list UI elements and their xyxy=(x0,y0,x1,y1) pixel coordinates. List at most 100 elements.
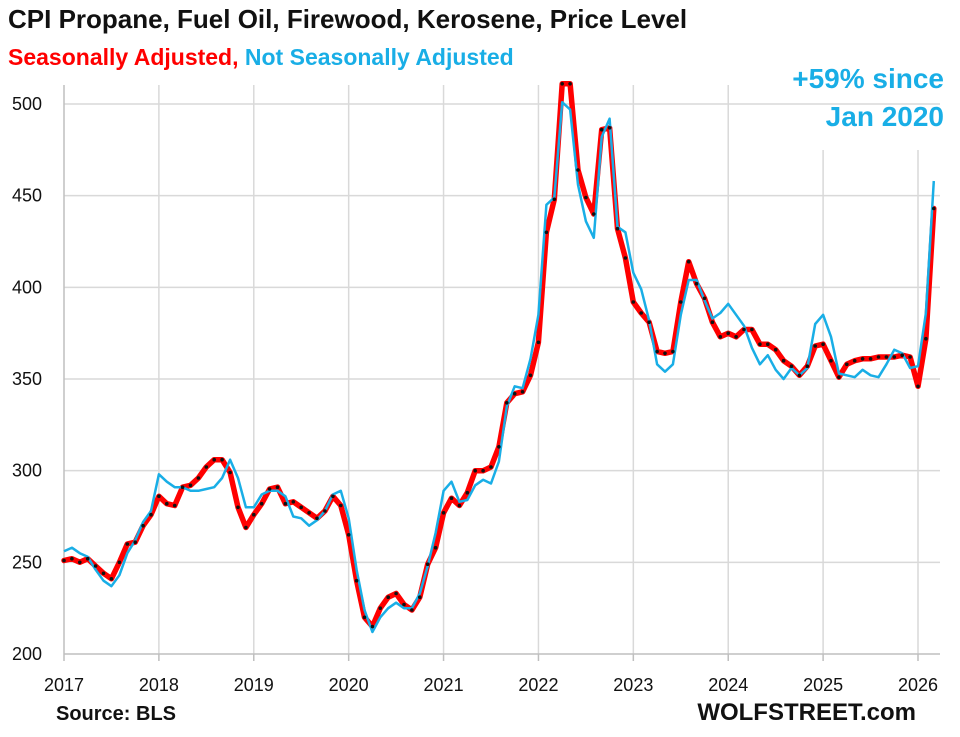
series-line-seasonally-adjusted xyxy=(61,81,937,630)
chart-title: CPI Propane, Fuel Oil, Firewood, Kerosen… xyxy=(8,4,688,34)
sa-data-point xyxy=(742,327,746,332)
sa-data-point xyxy=(267,487,272,491)
sa-data-point xyxy=(165,501,169,506)
sa-data-point xyxy=(710,320,715,325)
sa-data-point xyxy=(663,351,667,356)
sa-data-point xyxy=(781,358,786,363)
source-label: Source: BLS xyxy=(56,703,177,725)
sa-data-point xyxy=(402,602,406,607)
sa-data-point xyxy=(805,364,810,369)
sa-data-point xyxy=(315,516,319,521)
sa-data-point xyxy=(410,608,414,612)
x-tick-label: 2022 xyxy=(518,675,558,695)
sa-data-point xyxy=(852,358,857,363)
sa-data-point xyxy=(924,336,928,341)
sa-data-point xyxy=(758,342,762,347)
sa-data-point xyxy=(544,230,549,235)
sa-data-point xyxy=(789,364,794,369)
sa-data-point xyxy=(457,503,462,508)
sa-data-point xyxy=(370,624,375,629)
sa-data-point xyxy=(821,342,825,347)
sa-data-point xyxy=(868,357,873,361)
sa-data-point xyxy=(750,327,754,332)
sa-data-point xyxy=(702,296,707,301)
sa-data-point xyxy=(117,560,122,565)
sa-data-point xyxy=(584,195,588,200)
brand-label: WOLFSTREET.com xyxy=(697,699,916,726)
x-tick-label: 2024 xyxy=(708,675,748,695)
sa-data-point xyxy=(718,335,723,339)
sa-data-point xyxy=(291,500,296,504)
sa-data-point xyxy=(85,556,90,561)
sa-data-point xyxy=(845,362,849,367)
sa-data-point xyxy=(244,525,248,530)
sa-data-point xyxy=(576,168,580,172)
y-tick-label: 450 xyxy=(12,186,42,206)
sa-data-point xyxy=(876,355,881,359)
sa-data-point xyxy=(394,591,398,596)
x-tick-label: 2018 xyxy=(139,675,179,695)
sa-data-point xyxy=(512,391,517,396)
sa-data-point xyxy=(433,545,438,550)
sa-data-point xyxy=(465,490,470,495)
change-annotation: +59% since Jan 2020 xyxy=(792,60,944,136)
sa-data-point xyxy=(473,468,478,473)
sa-data-point xyxy=(932,206,936,211)
sa-data-point xyxy=(797,373,802,378)
chart-subtitle: Seasonally Adjusted, Not Seasonally Adju… xyxy=(8,44,514,71)
x-tick-label: 2021 xyxy=(424,675,464,695)
series-layer xyxy=(61,81,937,634)
sa-data-point xyxy=(220,457,224,462)
sa-data-point xyxy=(639,311,643,315)
y-tick-label: 500 xyxy=(12,94,42,114)
annotation-line-1: +59% since xyxy=(792,63,944,94)
y-axis-tick-labels: 200 250 300 350 400 450 500 xyxy=(12,94,42,664)
sa-data-point xyxy=(362,615,367,620)
sa-data-point xyxy=(204,465,209,469)
annotation-line-2: Jan 2020 xyxy=(825,101,944,132)
sa-data-point xyxy=(837,375,841,380)
sa-data-point xyxy=(283,501,288,506)
sa-data-point xyxy=(323,509,327,513)
sa-data-point xyxy=(62,558,66,563)
sa-data-point xyxy=(101,571,106,576)
sa-data-point xyxy=(307,511,311,515)
sa-data-point xyxy=(228,470,232,475)
sa-data-point xyxy=(829,358,833,363)
sa-data-point xyxy=(892,355,897,359)
sa-data-point xyxy=(109,577,114,581)
sa-data-point xyxy=(339,503,343,508)
sa-data-point xyxy=(141,523,145,528)
x-tick-label: 2025 xyxy=(803,675,843,695)
sa-data-point xyxy=(418,595,422,599)
y-tick-label: 250 xyxy=(12,552,42,572)
y-tick-label: 200 xyxy=(12,644,42,664)
y-tick-label: 300 xyxy=(12,461,42,481)
sa-data-point xyxy=(900,353,904,358)
x-axis-tick-labels: 2017 2018 2019 2020 2021 2022 2023 2024 2025 2026 xyxy=(44,675,938,695)
sa-data-point xyxy=(623,256,628,260)
sa-data-point xyxy=(188,483,193,488)
sa-data-point xyxy=(505,401,509,405)
subtitle-not-seasonally-adjusted: Not Seasonally Adjusted xyxy=(244,44,514,70)
sa-data-point xyxy=(536,340,541,345)
y-tick-label: 400 xyxy=(12,277,42,297)
sa-data-point xyxy=(766,342,770,347)
x-tick-label: 2017 xyxy=(44,675,84,695)
sa-data-point xyxy=(180,485,185,490)
sa-data-point xyxy=(331,494,335,499)
x-tick-label: 2020 xyxy=(329,675,369,695)
sa-data-point xyxy=(93,564,98,568)
sa-data-point xyxy=(647,320,651,325)
sa-data-point xyxy=(592,212,596,216)
sa-data-point xyxy=(157,494,161,499)
sa-data-point xyxy=(671,349,675,354)
x-tick-label: 2026 xyxy=(898,675,938,695)
sa-data-point xyxy=(686,259,691,264)
sa-data-point xyxy=(149,512,153,517)
sa-data-point xyxy=(655,349,659,354)
sa-data-point xyxy=(236,505,240,510)
sa-data-point xyxy=(378,606,383,610)
sa-data-point xyxy=(607,126,612,130)
